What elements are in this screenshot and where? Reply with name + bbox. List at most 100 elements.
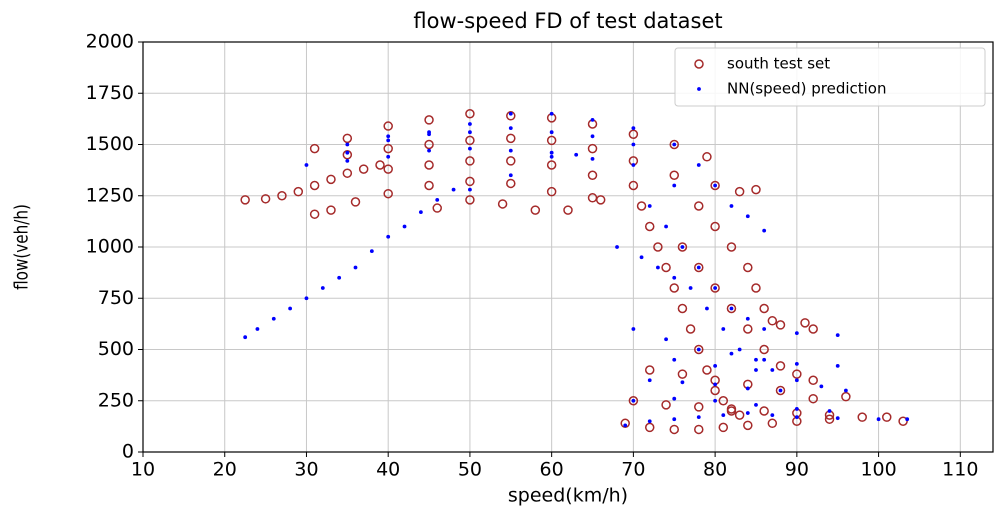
point — [644, 422, 655, 433]
x-tick-label: 100 — [860, 459, 896, 481]
point — [770, 368, 775, 372]
point — [661, 400, 671, 410]
y-tick-label: 1750 — [86, 82, 134, 104]
point — [745, 316, 750, 321]
x-tick-label: 90 — [785, 459, 809, 481]
point — [729, 351, 734, 356]
point — [644, 221, 655, 232]
point — [587, 170, 598, 180]
point — [729, 204, 734, 208]
point — [386, 138, 391, 143]
point — [754, 402, 758, 407]
point — [465, 195, 475, 205]
point — [857, 412, 867, 422]
y-tick-label: 750 — [98, 287, 134, 309]
point — [424, 180, 434, 191]
point — [549, 154, 554, 159]
x-axis-label: speed(km/h) — [508, 485, 628, 507]
legend-marker — [697, 87, 701, 91]
x-tick-label: 20 — [213, 459, 237, 481]
point — [882, 412, 892, 422]
point — [656, 265, 660, 270]
point — [309, 143, 320, 154]
point — [358, 164, 369, 174]
point — [824, 414, 835, 424]
point — [636, 201, 647, 211]
point — [762, 327, 767, 331]
point — [729, 306, 734, 311]
x-tick-label: 40 — [376, 459, 400, 481]
point — [762, 228, 767, 233]
point — [386, 154, 391, 159]
point — [326, 174, 336, 185]
point — [647, 378, 652, 383]
point — [775, 320, 786, 330]
point — [702, 365, 712, 375]
point — [402, 224, 407, 229]
point — [710, 283, 720, 293]
point — [713, 286, 718, 290]
point — [530, 205, 541, 215]
point — [383, 143, 393, 154]
point — [702, 152, 712, 162]
point — [255, 327, 260, 331]
point — [835, 416, 840, 421]
point — [759, 303, 769, 314]
point — [631, 398, 636, 403]
point — [759, 344, 769, 355]
point — [260, 194, 271, 204]
point — [350, 197, 361, 207]
chart-title: flow-speed FD of test dataset — [413, 9, 722, 33]
point — [653, 242, 663, 252]
point — [664, 224, 668, 229]
point — [628, 129, 639, 139]
point — [508, 126, 513, 130]
point — [754, 368, 758, 372]
point — [320, 286, 325, 290]
point — [451, 187, 456, 192]
point — [644, 365, 655, 375]
point — [631, 327, 636, 331]
point — [808, 393, 818, 404]
point — [669, 170, 679, 180]
point — [778, 388, 783, 393]
point — [694, 201, 704, 211]
point — [345, 142, 350, 147]
point — [309, 180, 320, 191]
x-tick-label: 80 — [703, 459, 727, 481]
point — [754, 357, 758, 362]
point — [383, 121, 393, 131]
point — [345, 159, 350, 163]
point — [432, 203, 442, 213]
point — [819, 384, 824, 389]
point — [726, 242, 737, 252]
point — [680, 245, 685, 249]
point — [734, 410, 745, 420]
point — [672, 396, 677, 401]
point — [631, 142, 636, 147]
points — [240, 109, 910, 435]
point — [549, 130, 554, 135]
point — [664, 337, 668, 342]
point — [759, 406, 769, 416]
point — [713, 382, 718, 387]
point — [508, 173, 513, 178]
point — [277, 191, 287, 201]
y-tick-label: 1000 — [86, 236, 134, 258]
y-tick-label: 500 — [98, 338, 134, 360]
point — [345, 150, 350, 155]
point — [743, 324, 753, 334]
point — [590, 156, 595, 161]
point — [669, 424, 679, 435]
point — [631, 163, 636, 167]
point — [762, 357, 767, 362]
point — [424, 139, 434, 150]
point — [497, 199, 508, 209]
y-axis-label: flow(veh/h) — [11, 204, 33, 290]
point — [726, 404, 737, 414]
point — [424, 160, 434, 170]
point — [465, 156, 475, 166]
point — [549, 150, 554, 155]
point — [468, 146, 472, 151]
